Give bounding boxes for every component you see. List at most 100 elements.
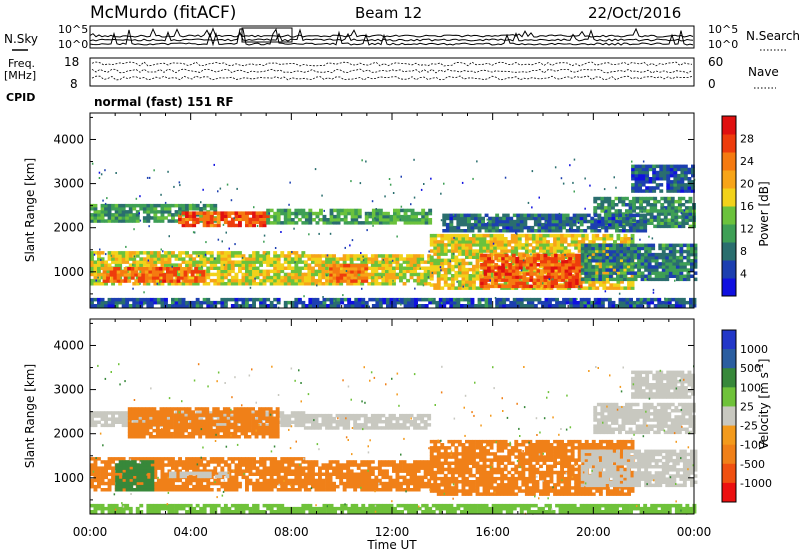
heatmap-cell xyxy=(421,212,425,216)
heatmap-cell xyxy=(104,417,108,421)
heatmap-cell xyxy=(287,417,291,421)
heatmap-cell xyxy=(108,219,112,223)
heatmap-cell xyxy=(364,254,368,258)
heatmap-cell xyxy=(277,279,281,283)
heatmap-cell xyxy=(612,223,616,227)
heatmap-cell xyxy=(113,276,117,280)
heatmap-cell xyxy=(256,273,260,277)
heatmap-cell xyxy=(444,268,448,272)
heatmap-cell xyxy=(411,218,415,222)
heatmap-cell xyxy=(206,260,210,264)
heatmap-cell xyxy=(595,286,599,290)
heatmap-cell xyxy=(655,256,659,260)
heatmap-cell xyxy=(178,218,182,222)
heatmap-cell xyxy=(143,298,147,302)
heatmap-cell xyxy=(97,254,101,258)
heatmap-cell xyxy=(478,226,482,230)
heatmap-cell xyxy=(690,275,694,279)
heatmap-cell xyxy=(638,165,642,169)
heatmap-cell xyxy=(375,221,379,225)
heatmap-cell xyxy=(690,259,694,263)
heatmap-cell xyxy=(543,234,547,238)
heatmap-cell xyxy=(591,275,595,279)
heatmap-cell xyxy=(609,271,613,275)
heatmap-cell xyxy=(678,200,682,204)
heatmap-cell xyxy=(172,266,174,268)
heatmap-cell xyxy=(490,246,494,250)
heatmap-cell xyxy=(417,263,421,267)
heatmap-cell xyxy=(110,267,114,271)
heatmap-cell xyxy=(647,278,649,280)
heatmap-cell xyxy=(185,218,189,222)
heatmap-cell xyxy=(150,263,154,267)
heatmap-cell xyxy=(560,240,564,244)
heatmap-cell xyxy=(539,237,543,241)
heatmap-cell xyxy=(528,202,530,204)
heatmap-cell xyxy=(273,282,277,286)
heatmap-cell xyxy=(500,240,504,244)
heatmap-cell xyxy=(128,429,132,433)
heatmap-cell xyxy=(220,251,224,255)
heatmap-cell xyxy=(674,225,678,229)
heatmap-cell xyxy=(511,240,515,244)
heatmap-cell xyxy=(343,276,347,280)
heatmap-cell xyxy=(337,221,341,225)
heatmap-cell xyxy=(347,298,351,302)
heatmap-cell xyxy=(235,260,239,264)
heatmap-cell xyxy=(134,270,138,274)
heatmap-cell xyxy=(386,298,390,302)
heatmap-cell xyxy=(440,243,444,247)
heatmap-cell xyxy=(465,277,469,281)
heatmap-cell xyxy=(226,423,230,427)
heatmap-cell xyxy=(462,259,466,263)
heatmap-cell xyxy=(245,273,249,277)
heatmap-cell xyxy=(581,250,585,254)
heatmap-cell xyxy=(597,301,601,305)
heatmap-cell xyxy=(249,224,253,228)
heatmap-cell xyxy=(294,279,298,283)
heatmap-cell xyxy=(301,221,305,225)
y-tick-label: 1000 xyxy=(53,265,84,279)
heatmap-cell xyxy=(101,304,105,308)
heatmap-cell xyxy=(617,234,621,238)
heatmap-cell xyxy=(486,243,490,247)
heatmap-cell xyxy=(538,217,542,221)
heatmap-cell xyxy=(413,267,417,271)
heatmap-cell xyxy=(636,298,640,302)
heatmap-cell xyxy=(196,218,200,222)
heatmap-cell xyxy=(94,263,98,267)
heatmap-cell xyxy=(573,229,577,233)
heatmap-cell xyxy=(641,247,645,251)
heatmap-cell xyxy=(460,223,464,227)
heatmap-cell xyxy=(483,234,487,238)
heatmap-cell xyxy=(340,273,344,277)
heatmap-cell xyxy=(433,234,437,238)
heatmap-cell xyxy=(565,266,569,270)
heatmap-cell xyxy=(669,275,673,279)
colorbar-swatch xyxy=(722,188,736,207)
heatmap-cell xyxy=(224,218,228,222)
heatmap-cell xyxy=(442,214,446,218)
heatmap-cell xyxy=(664,215,668,219)
heatmap-cell xyxy=(223,417,227,421)
heatmap-cell xyxy=(469,246,473,250)
heatmap-cell xyxy=(462,182,464,184)
heatmap-cell xyxy=(403,282,407,286)
heatmap-cell xyxy=(453,304,457,308)
heatmap-cell xyxy=(451,265,455,269)
heatmap-cell xyxy=(104,304,108,308)
heatmap-cell xyxy=(478,304,482,308)
heatmap-cell xyxy=(389,254,393,258)
heatmap-cell xyxy=(622,217,626,221)
heatmap-cell xyxy=(213,263,217,267)
heatmap-cell xyxy=(235,251,239,255)
heatmap-cell xyxy=(198,255,200,257)
heatmap-cell xyxy=(456,214,460,218)
heatmap-cell xyxy=(188,423,192,427)
heatmap-cell xyxy=(441,302,443,304)
heatmap-cell xyxy=(350,257,354,261)
heatmap-cell xyxy=(301,215,305,219)
heatmap-cell xyxy=(667,212,671,216)
heatmap-cell xyxy=(284,254,288,258)
